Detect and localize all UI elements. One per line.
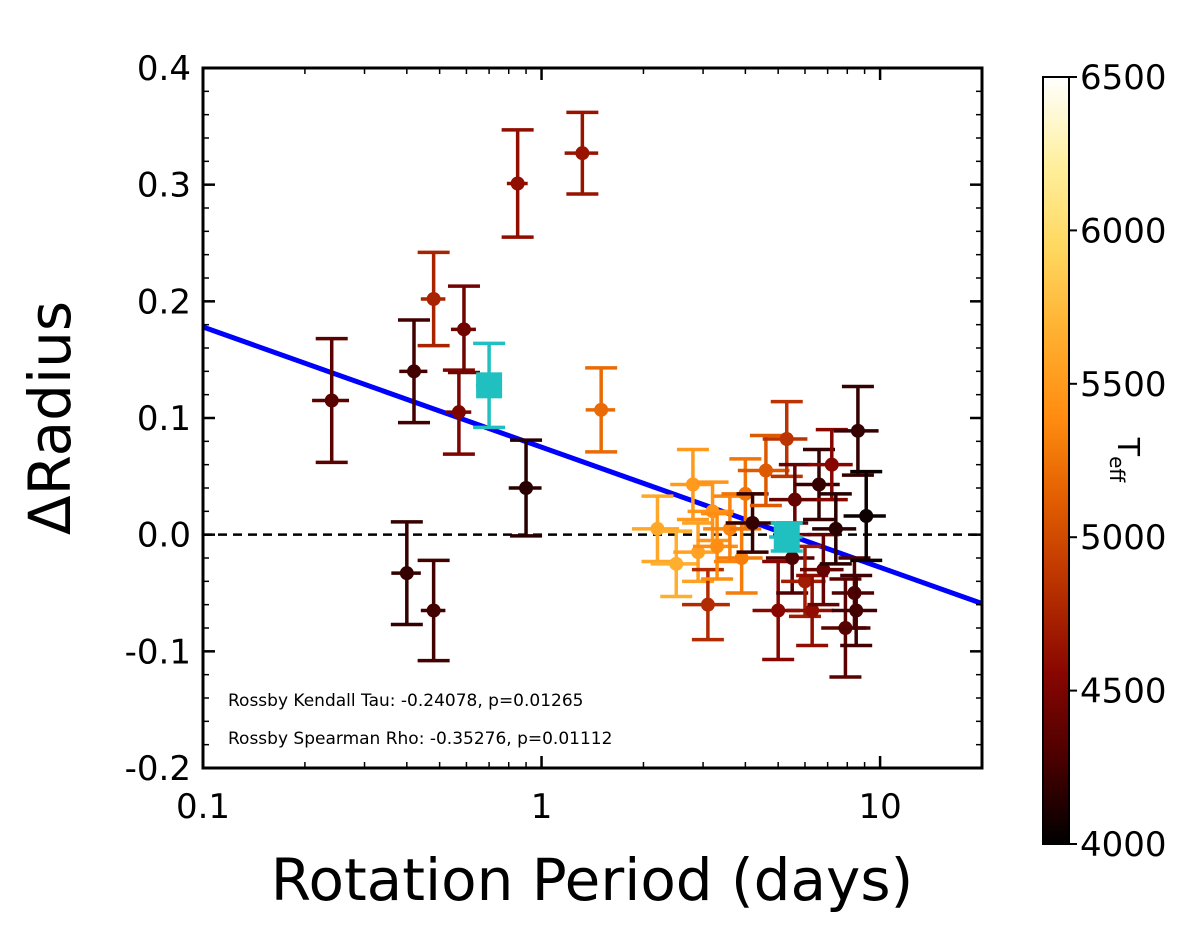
data-point xyxy=(781,544,826,619)
colorbar-tick-label: 4000 xyxy=(1080,825,1167,865)
point-marker xyxy=(787,492,802,507)
data-point xyxy=(312,336,350,465)
point-marker xyxy=(850,423,865,438)
y-tick-label: 0.3 xyxy=(137,166,191,206)
y-tick-label: 0.2 xyxy=(137,282,191,322)
point-marker xyxy=(758,463,773,478)
data-point xyxy=(585,366,618,454)
colorbar xyxy=(1042,76,1070,845)
y-tick-label: 0.4 xyxy=(137,49,191,89)
point-marker xyxy=(426,292,441,306)
data-point xyxy=(390,520,423,627)
data-point xyxy=(442,368,475,456)
y-tick-label: 0.1 xyxy=(137,399,191,439)
plot-area xyxy=(203,68,982,768)
point-marker xyxy=(399,566,414,581)
y-tick-label: -0.2 xyxy=(125,749,191,789)
annotation-kendall: Rossby Kendall Tau: -0.24078, p=0.01265 xyxy=(228,691,583,711)
point-marker xyxy=(745,516,760,530)
point-marker xyxy=(816,562,831,577)
data-point xyxy=(564,110,599,196)
data-point xyxy=(752,559,800,662)
point-marker xyxy=(805,603,820,618)
point-marker xyxy=(451,405,466,420)
point-marker xyxy=(594,402,609,417)
data-point xyxy=(447,284,480,375)
point-marker xyxy=(700,597,715,612)
data-point xyxy=(833,384,879,477)
point-marker xyxy=(771,603,786,618)
y-tick-label: 0.0 xyxy=(137,516,191,556)
colorbar-tick-label: 5000 xyxy=(1080,518,1167,558)
x-tick-label: 0.1 xyxy=(176,787,230,827)
highlight-marker xyxy=(476,372,503,399)
annotation-spearman: Rossby Spearman Rho: -0.35276, p=0.01112 xyxy=(228,729,612,749)
y-tick-label: -0.1 xyxy=(125,632,191,672)
data-point xyxy=(501,128,534,239)
point-marker xyxy=(849,603,864,618)
data-point xyxy=(762,399,808,479)
point-marker xyxy=(785,551,800,565)
point-marker xyxy=(685,477,700,492)
point-marker xyxy=(691,545,706,560)
point-marker xyxy=(456,322,471,337)
data-point xyxy=(397,318,430,425)
data-point xyxy=(631,494,680,564)
colorbar-title: Teff xyxy=(1105,437,1145,484)
x-tick-label: 10 xyxy=(858,787,901,827)
data-point xyxy=(831,573,878,648)
point-marker xyxy=(324,393,339,408)
colorbar-tick-label: 6000 xyxy=(1080,211,1167,251)
highlight-marker xyxy=(773,524,800,550)
data-point xyxy=(725,492,776,554)
data-point xyxy=(807,427,853,502)
data-point xyxy=(843,469,886,563)
point-marker xyxy=(510,176,525,191)
x-axis-title: Rotation Period (days) xyxy=(271,846,913,914)
point-marker xyxy=(734,551,749,565)
data-point xyxy=(417,250,450,348)
point-marker xyxy=(779,432,794,446)
point-marker xyxy=(797,574,812,589)
point-marker xyxy=(406,364,421,379)
point-marker xyxy=(650,521,665,536)
point-marker xyxy=(519,481,534,495)
data-point xyxy=(786,573,834,648)
y-axis-title: ΔRadius xyxy=(16,301,84,535)
highlight-point xyxy=(473,341,506,430)
point-marker xyxy=(811,477,826,492)
data-point xyxy=(794,447,840,522)
point-marker xyxy=(426,603,441,618)
data-point xyxy=(812,492,857,566)
point-marker xyxy=(828,521,843,536)
point-marker xyxy=(710,539,725,554)
data-point xyxy=(670,447,713,522)
data-point xyxy=(417,558,450,663)
x-tick-label: 1 xyxy=(531,787,553,827)
point-marker xyxy=(575,146,590,161)
colorbar-tick-label: 5500 xyxy=(1080,365,1167,405)
data-point xyxy=(650,529,699,599)
colorbar-tick-label: 6500 xyxy=(1080,58,1167,98)
highlight-point xyxy=(769,521,803,553)
point-marker xyxy=(859,509,874,523)
point-marker xyxy=(824,457,839,472)
data-point xyxy=(508,438,543,538)
data-point xyxy=(737,433,790,508)
point-marker xyxy=(669,556,684,571)
colorbar-tick-label: 4500 xyxy=(1080,672,1167,712)
